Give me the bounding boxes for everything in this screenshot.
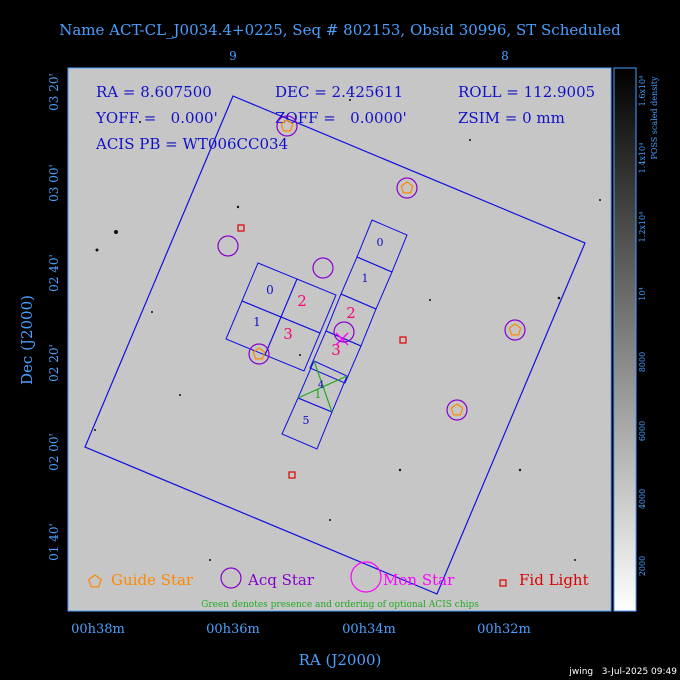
aimpoint-marker: [335, 332, 349, 346]
chip-label: 2: [346, 304, 356, 322]
field-of-view: [84, 95, 586, 595]
top-axis: 9 8: [229, 49, 509, 63]
dec-tick-label: 01 40': [47, 523, 61, 561]
fid-light: [237, 224, 245, 232]
dec-tick-label: 02 20': [47, 344, 61, 382]
colorbar-ticks: 2000 4000 6000 8000 10⁴ 1.2x10⁴ 1.4x10⁴ …: [638, 76, 647, 576]
zsim-value: ZSIM = 0 mm: [458, 109, 565, 127]
guide-star-icon: [88, 574, 102, 588]
acq-star: [312, 257, 334, 279]
chip-outline: [281, 397, 333, 450]
chip-label: 5: [303, 414, 310, 427]
acis-pb-value: ACIS PB = WT006CC034: [95, 135, 288, 153]
dec-tick-label: 02 40': [47, 254, 61, 292]
ra-tick-label: 00h32m: [477, 622, 531, 637]
mon-star-icon: [350, 561, 382, 593]
guide-star: [450, 403, 464, 416]
ra-tick-label: 00h34m: [342, 622, 396, 637]
guide-star: [400, 181, 414, 194]
dec-tick-label: 02 00': [47, 433, 61, 471]
chip-label: 0: [377, 236, 384, 249]
top-tick-label: 8: [501, 49, 509, 63]
chip-label: 3: [331, 341, 341, 359]
colorbar-tick-label: 4000: [638, 489, 647, 509]
optional-chip-order: 1: [314, 387, 322, 401]
sky-noise: [68, 68, 611, 611]
dec-value: DEC = 2.425611: [275, 83, 403, 101]
fid-light: [288, 471, 296, 479]
roll-value: ROLL = 112.9005: [458, 83, 595, 101]
optional-chip-marker: [297, 360, 348, 413]
colorbar-label: POSS scaled density: [650, 76, 659, 160]
guide-stars: [252, 119, 522, 416]
chip-label: 4: [318, 380, 324, 391]
legend-mon-label: Mon Star: [383, 571, 455, 589]
acq-star: [276, 115, 298, 137]
legend-guide-label: Guide Star: [111, 571, 194, 589]
acq-star: [333, 321, 355, 343]
dec-tick-label: 03 00': [47, 164, 61, 202]
dec-axis: 03 20' 03 00' 02 40' 02 20' 02 00' 01 40…: [47, 73, 61, 561]
guide-star: [280, 119, 294, 132]
colorbar-tick-label: 1.6x10⁴: [638, 76, 647, 107]
chip-label: 1: [362, 272, 369, 285]
acq-star: [504, 319, 526, 341]
colorbar-tick-label: 8000: [638, 352, 647, 372]
ra-tick-label: 00h38m: [71, 622, 125, 637]
colorbar-tick-label: 10⁴: [638, 287, 647, 300]
pointing-info: RA = 8.607500 DEC = 2.425611 ROLL = 112.…: [95, 83, 595, 153]
acq-star: [248, 343, 270, 365]
acq-star: [396, 177, 418, 199]
colorbar-tick-label: 6000: [638, 421, 647, 441]
chip-outline: [264, 316, 321, 372]
ra-value: RA = 8.607500: [96, 83, 212, 101]
colorbar-tick-label: 2000: [638, 556, 647, 576]
plot-frame: [67, 67, 612, 612]
fid-light: [399, 336, 407, 344]
acq-star: [217, 235, 239, 257]
colorbar: [613, 67, 637, 612]
legend-fid-label: Fid Light: [519, 571, 589, 589]
chart-title: Name ACT-CL_J0034.4+0225, Seq # 802153, …: [59, 21, 621, 39]
legend-note: Green denotes presence and ordering of o…: [201, 600, 479, 610]
acq-star: [446, 399, 468, 421]
chip-label: 3: [283, 325, 293, 343]
footer-stamp: jwing 3-Jul-2025 09:49: [568, 667, 677, 677]
background-stars: [94, 99, 601, 561]
colorbar-tick-label: 1.2x10⁴: [638, 212, 647, 243]
fid-lights: [237, 224, 407, 479]
x-axis-label: RA (J2000): [299, 651, 382, 669]
acq-star-icon: [220, 567, 242, 589]
acis-i-labels: 0 2 1 3: [253, 283, 307, 343]
acis-s-labels: 0 1 2 3 4 5 1: [303, 236, 384, 427]
fid-light-icon: [499, 579, 507, 587]
top-tick-label: 9: [229, 49, 237, 63]
legend-acq-label: Acq Star: [247, 571, 315, 589]
yoff-value: YOFF = 0.000': [95, 109, 218, 127]
y-axis-label: Dec (J2000): [18, 295, 36, 385]
colorbar-tick-label: 1.4x10⁴: [638, 143, 647, 174]
legend: Guide Star Acq Star Mon Star Fid Light G…: [88, 561, 589, 610]
chip-label: 1: [253, 315, 261, 329]
chip-label: 0: [266, 283, 274, 297]
guide-star: [252, 347, 266, 360]
acq-stars: [217, 115, 526, 421]
ra-axis: 00h38m 00h36m 00h34m 00h32m: [71, 622, 531, 637]
guide-star: [508, 323, 522, 336]
acis-i-chips: [225, 262, 337, 372]
chip-label: 2: [297, 292, 307, 310]
dec-tick-label: 03 20': [47, 73, 61, 111]
zoff-value: ZOFF = 0.0000': [275, 109, 407, 127]
ra-tick-label: 00h36m: [206, 622, 260, 637]
